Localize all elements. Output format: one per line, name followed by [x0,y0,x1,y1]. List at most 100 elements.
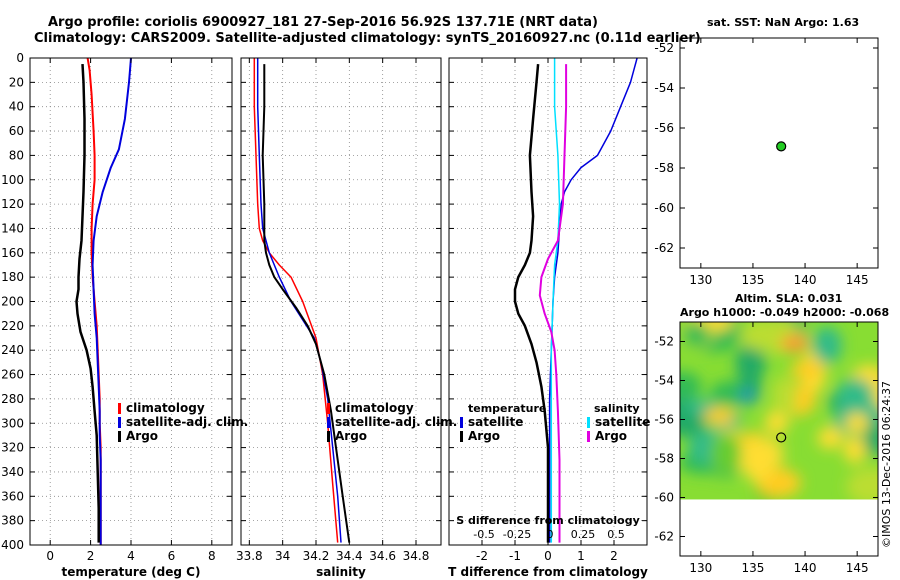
sla-blob [745,456,772,483]
series-s-argo [538,64,568,543]
s-tick-label: 0.5 [607,528,625,541]
legend-label: Argo [468,429,500,443]
sst-map-title: sat. SST: NaN Argo: 1.63 [707,16,859,29]
sla-blob [683,322,710,347]
legend-label: satellite [468,415,523,429]
y-tick-label: -52 [654,335,674,349]
x-tick-label: 34.8 [403,549,430,563]
sla-blob [703,407,736,424]
legend-label: Argo [595,429,627,443]
y-tick-label: -62 [654,530,674,544]
sla-map-title-1: Altim. SLA: 0.031 [735,292,842,305]
x-tick-label: 1 [577,549,585,563]
s-tick-label: 0 [547,528,554,541]
legend-swatch [327,431,330,442]
sla-blob [846,468,878,500]
title-line2: Climatology: CARS2009. Satellite-adjuste… [34,31,701,46]
legend-swatch [118,403,121,414]
x-tick-label: 140 [794,561,817,575]
series-t-argo [513,63,550,543]
x-tick-label: -2 [476,549,488,563]
x-tick-label: 34 [275,549,290,563]
sla-blob [772,376,797,418]
y-tick-label: 20 [9,75,24,89]
y-tick-label: 240 [1,343,24,357]
sla-map-panel: 130 135 140 145 -52 -54 -56 -58 -60 -62 [654,321,879,575]
salinity-panel: 33.8 34 34.2 34.4 34.6 34.8 salinity climatolog… [236,57,457,579]
legend-label: climatology [126,401,205,415]
y-tick-label: -58 [654,452,674,466]
x-tick-label: -1 [509,549,521,563]
y-tick-label: 140 [1,221,24,235]
legend-swatch [118,417,121,428]
difference-panel: -2 -1 0 1 2 T difference from climatology S di… [448,57,650,579]
legend-swatch [460,417,463,428]
watermark: ©IMOS 13-Dec-2016 06:24:37 [880,381,893,548]
sla-blob [812,326,842,365]
title-line1: Argo profile: coriolis 6900927_181 27-Se… [48,15,598,30]
sla-heatmap [680,322,878,500]
y-tick-label: 280 [1,392,24,406]
y-tick-label: 340 [1,465,24,479]
sla-map-title-2: Argo h1000: -0.049 h2000: -0.068 [680,306,889,319]
legend-swatch [327,417,330,428]
y-tick-label: 80 [9,148,24,162]
y-tick-label: -60 [654,201,674,215]
x-tick-label: 4 [127,549,135,563]
legend-label: climatology [335,401,414,415]
sla-blob-high [780,335,809,352]
x-tick-label: 8 [208,549,216,563]
series-satellite-adj-clim- [91,57,132,545]
y-tick-label: -62 [654,241,674,255]
y-tick-label: 160 [1,246,24,260]
y-tick-label: 180 [1,270,24,284]
legend-title-salinity: salinity [594,402,640,415]
series-s-satellite [550,58,561,543]
x-tick-label: 33.8 [236,549,263,563]
x-tick-label: 6 [168,549,176,563]
legend-label: Argo [126,429,158,443]
legend-label: Argo [335,429,367,443]
x-axis-label: T difference from climatology [448,565,648,579]
x-tick-label: 130 [689,561,712,575]
sla-blob-low [737,388,758,405]
x-tick-label: 34.4 [336,549,363,563]
x-tick-label: 0 [544,549,552,563]
y-tick-label: -56 [654,413,674,427]
argo-position-marker [776,141,787,152]
x-axis-label: temperature (deg C) [62,565,201,579]
legend-label: satellite [595,415,650,429]
x-tick-label: 34.6 [369,549,396,563]
sla-blob [735,343,766,382]
argo-position-marker [776,432,787,443]
map-frame [679,37,879,269]
y-tick-label: 220 [1,319,24,333]
series-argo [261,64,351,543]
s-tick-label: 0.25 [571,528,596,541]
legend-label: satellite-adj. clim. [335,415,457,429]
temperature-panel: 0 2 4 6 802040608010012014016018020022024026… [1,51,248,579]
y-tick-label: -56 [654,121,674,135]
x-axis-label: salinity [316,565,366,579]
x-tick-label: 145 [846,561,869,575]
y-tick-label: 300 [1,416,24,430]
y-tick-label: 0 [16,51,24,65]
s-tick-label: -0.25 [503,528,531,541]
x-tick-label: 145 [846,273,869,287]
sla-blobs [680,322,878,500]
y-tick-label: 60 [9,124,24,138]
y-tick-label: -54 [654,81,674,95]
x-tick-label: 130 [689,273,712,287]
series-argo [75,64,100,543]
s-tick-label: -0.5 [473,528,494,541]
y-tick-label: 120 [1,197,24,211]
y-tick-label: 260 [1,368,24,382]
x-tick-label: 2 [610,549,618,563]
sst-map-panel: 130 135 140 145 -52 -54 -56 -58 -60 -62 [654,37,879,287]
y-tick-label: -54 [654,374,674,388]
legend-swatch [327,403,330,414]
map-frame [679,321,879,557]
x-tick-label: 140 [794,273,817,287]
legend-swatch [587,431,590,442]
legend-title-temperature: temperature [468,402,546,415]
